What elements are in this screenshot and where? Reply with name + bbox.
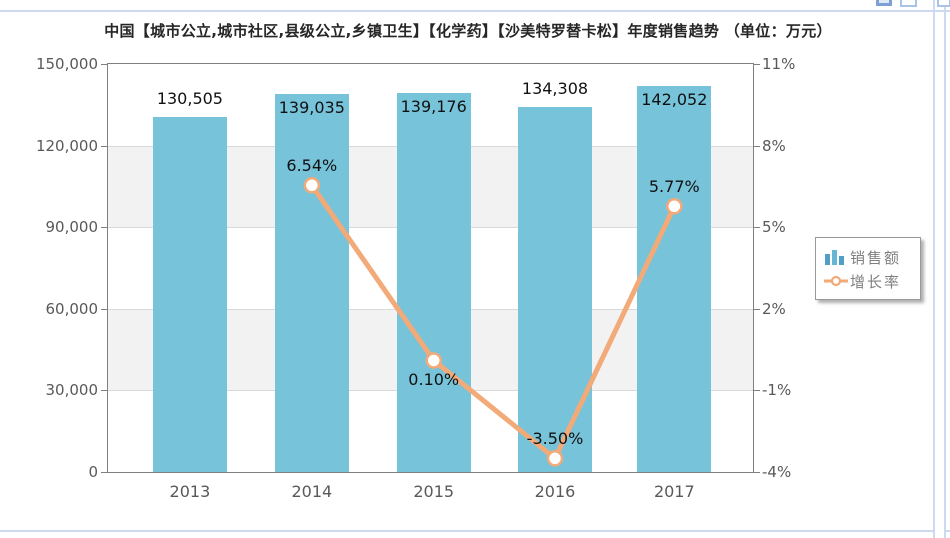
bar-value-label-2017: 142,052 bbox=[641, 89, 708, 109]
restore-window-icon[interactable] bbox=[876, 0, 892, 6]
panel-border-right-outer bbox=[944, 0, 946, 538]
y-axis-left-label: 0 bbox=[88, 463, 98, 481]
x-axis-label-2015: 2015 bbox=[413, 482, 455, 501]
y-axis-left-tick bbox=[101, 227, 108, 229]
bar-value-label-2013: 130,505 bbox=[156, 89, 223, 109]
popout-window-icon[interactable] bbox=[900, 0, 917, 7]
maximize-window-icon[interactable] bbox=[937, 0, 950, 7]
y-axis-left-tick bbox=[101, 308, 108, 310]
growth-marker[interactable] bbox=[546, 450, 564, 467]
x-axis-label-2017: 2017 bbox=[653, 482, 695, 501]
y-axis-right-label: -1% bbox=[762, 381, 792, 400]
y-axis-left-label: 120,000 bbox=[35, 136, 98, 155]
bar-value-label-2014: 139,035 bbox=[278, 97, 345, 117]
x-axis-label-2016: 2016 bbox=[534, 482, 576, 501]
legend-label-sales: 销售额 bbox=[850, 248, 902, 267]
y-axis-right-label: 8% bbox=[762, 136, 786, 155]
sales-bar-2015[interactable] bbox=[396, 93, 471, 472]
panel-border-right-inner bbox=[933, 0, 935, 538]
growth-marker[interactable] bbox=[666, 198, 683, 215]
y-axis-left-tick bbox=[101, 472, 108, 473]
y-axis-right-tick bbox=[753, 390, 760, 392]
bar-value-label-2016: 134,308 bbox=[521, 78, 589, 98]
panel-border-bottom bbox=[0, 530, 934, 532]
y-axis-right-label: 2% bbox=[762, 299, 786, 318]
y-axis-left-label: 30,000 bbox=[45, 381, 99, 400]
sales-bar-2013[interactable] bbox=[152, 117, 227, 472]
panel-border-top bbox=[0, 10, 950, 12]
line-series-icon bbox=[824, 274, 850, 288]
y-axis-right-label: 5% bbox=[762, 218, 786, 237]
y-axis-right-label: -4% bbox=[762, 463, 792, 481]
y-axis-right-tick bbox=[753, 308, 760, 310]
y-axis-right-tick bbox=[753, 472, 760, 473]
y-axis-left-label: 60,000 bbox=[45, 299, 99, 318]
y-axis-left-tick bbox=[101, 64, 108, 65]
growth-marker[interactable] bbox=[425, 352, 442, 369]
sales-bar-2014[interactable] bbox=[274, 93, 349, 472]
x-axis-label-2014: 2014 bbox=[291, 482, 333, 501]
y-axis-right-label: 11% bbox=[762, 55, 796, 73]
bar-value-label-2015: 139,176 bbox=[400, 97, 467, 117]
y-axis-right-tick bbox=[753, 64, 760, 65]
legend-label-growth: 增长率 bbox=[850, 272, 902, 291]
bar-series-icon bbox=[824, 248, 850, 266]
growth-value-label-2015: 0.10% bbox=[408, 370, 460, 390]
growth-value-label-2016: -3.50% bbox=[526, 429, 584, 449]
legend-item-growth[interactable]: 增长率 bbox=[824, 269, 912, 293]
legend-item-sales[interactable]: 销售额 bbox=[824, 245, 912, 269]
y-axis-left-label: 150,000 bbox=[35, 55, 98, 73]
growth-value-label-2017: 5.77% bbox=[648, 177, 700, 197]
sales-bar-2016[interactable] bbox=[517, 106, 592, 472]
panel-border-bottom-right bbox=[945, 530, 950, 532]
y-axis-left-label: 90,000 bbox=[45, 218, 99, 237]
chart-legend: 销售额 增长率 bbox=[815, 237, 921, 300]
sales-bar-2017[interactable] bbox=[637, 85, 712, 472]
growth-value-label-2014: 6.54% bbox=[286, 156, 338, 176]
growth-marker[interactable] bbox=[303, 177, 321, 194]
y-axis-left-tick bbox=[101, 145, 108, 147]
y-axis-right-tick bbox=[753, 145, 760, 147]
y-axis-right-tick bbox=[753, 227, 760, 229]
y-axis-left-tick bbox=[101, 390, 108, 392]
x-axis-label-2013: 2013 bbox=[169, 482, 211, 501]
chart-title: 中国【城市公立,城市社区,县级公立,乡镇卫生】【化学药】【沙美特罗替卡松】年度销… bbox=[104, 22, 832, 40]
